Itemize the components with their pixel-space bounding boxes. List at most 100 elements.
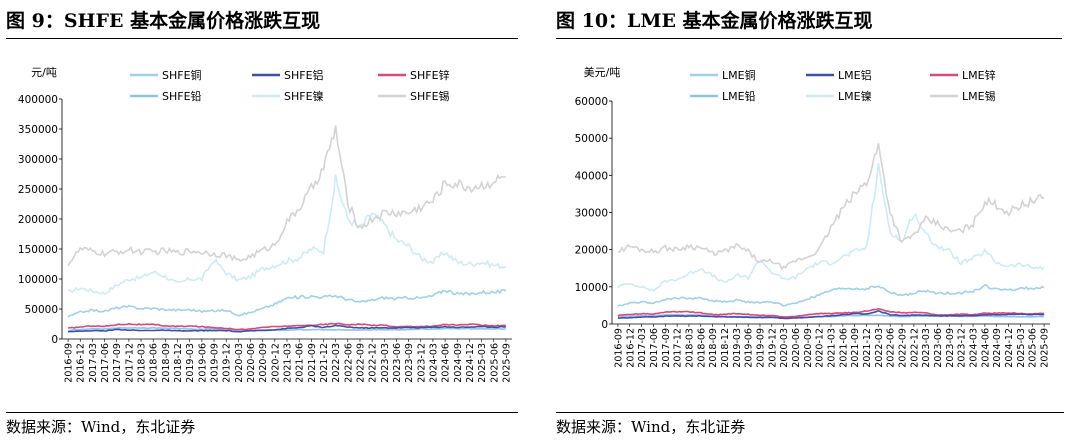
- left-y-tick-label: 300000: [18, 154, 58, 166]
- left-x-tick-label: 2017-03: [88, 343, 99, 383]
- right-y-tick-label: 50000: [575, 133, 608, 145]
- left-y-tick-label: 150000: [18, 244, 58, 256]
- right-x-tick-label: 2023-09: [945, 328, 956, 368]
- right-legend-label-nickel: LME镍: [838, 89, 872, 103]
- left-legend-label-aluminum: SHFE铝: [284, 68, 324, 82]
- left-x-tick-label: 2023-09: [404, 343, 415, 383]
- left-x-tick-label: 2024-03: [428, 343, 439, 383]
- right-y-tick-label: 10000: [575, 282, 608, 294]
- right-x-tick-label: 2019-09: [755, 328, 766, 368]
- left-series-zinc-line: [67, 322, 506, 331]
- left-y-tick-label: 100000: [18, 274, 58, 286]
- left-x-tick-label: 2017-12: [124, 343, 135, 383]
- right-unit-label: 美元/吨: [584, 66, 621, 79]
- right-legend-label-lead: LME铅: [722, 89, 756, 103]
- right-y-tick-label: 20000: [575, 245, 608, 257]
- right-x-tick-label: 2016-09: [613, 328, 624, 368]
- left-x-tick-label: 2022-09: [355, 343, 366, 383]
- right-x-tick-label: 2017-06: [649, 328, 660, 368]
- right-source-rule: [556, 412, 1064, 413]
- left-x-tick-label: 2018-03: [137, 343, 148, 383]
- right-x-tick-label: 2021-06: [838, 328, 849, 368]
- left-x-tick-label: 2023-03: [380, 343, 391, 383]
- left-x-tick-label: 2022-03: [331, 343, 342, 383]
- left-title-rule: [6, 38, 518, 39]
- left-x-tick-label: 2020-03: [234, 343, 245, 383]
- left-source-note: 数据来源：Wind，东北证券: [6, 418, 196, 436]
- left-x-tick-label: 2023-06: [392, 343, 403, 383]
- right-x-tick-label: 2020-06: [791, 328, 802, 368]
- right-x-tick-label: 2017-09: [661, 328, 672, 368]
- right-x-tick-label: 2022-03: [874, 328, 885, 368]
- right-x-tick-label: 2020-09: [803, 328, 814, 368]
- right-x-tick-label: 2019-03: [732, 328, 743, 368]
- left-legend-label-tin: SHFE锡: [410, 89, 450, 103]
- left-x-tick-label: 2022-12: [368, 343, 379, 383]
- left-x-tick-label: 2020-06: [246, 343, 257, 383]
- left-y-tick-label: 200000: [18, 214, 58, 226]
- right-x-tick-label: 2024-12: [1004, 328, 1015, 368]
- left-y-tick-label: 350000: [18, 124, 58, 136]
- left-x-tick-label: 2018-06: [149, 343, 160, 383]
- right-x-tick-label: 2025-06: [1028, 328, 1039, 368]
- left-x-tick-label: 2019-03: [185, 343, 196, 383]
- left-unit-label: 元/吨: [31, 66, 57, 79]
- left-x-tick-label: 2022-06: [343, 343, 354, 383]
- right-legend-label-tin: LME锡: [962, 89, 996, 103]
- right-x-tick-label: 2022-06: [886, 328, 897, 368]
- left-series-nickel-line: [67, 174, 507, 295]
- right-y-tick-label: 30000: [575, 208, 608, 220]
- left-x-tick-label: 2020-09: [258, 343, 269, 383]
- right-y-tick-label: 40000: [575, 170, 608, 182]
- right-legend-label-copper: LME铜: [722, 68, 756, 82]
- right-x-tick-label: 2021-03: [827, 328, 838, 368]
- right-x-tick-label: 2018-12: [720, 328, 731, 368]
- right-x-tick-label: 2018-06: [696, 328, 707, 368]
- left-x-tick-label: 2020-12: [270, 343, 281, 383]
- lme-price-chart: 美元/吨 60000 50000 40000 30000 20000 10000 0 2016-…: [575, 66, 1051, 368]
- left-x-tick-label: 2023-12: [416, 343, 427, 383]
- left-x-tick-label: 2019-06: [197, 343, 208, 383]
- left-y-tick-label: 50000: [25, 304, 58, 316]
- shfe-price-chart: 元/吨 400000 350000 300000 250000 200000 150000 1…: [18, 66, 513, 383]
- right-x-tick-label: 2021-09: [850, 328, 861, 368]
- right-title-rule: [556, 38, 1062, 39]
- left-x-tick-label: 2021-03: [283, 343, 294, 383]
- left-x-tick-label: 2025-06: [489, 343, 500, 383]
- left-x-tick-label: 2019-09: [210, 343, 221, 383]
- left-x-tick-label: 2021-12: [319, 343, 330, 383]
- left-x-tick-label: 2021-09: [307, 343, 318, 383]
- left-legend-label-zinc: SHFE锌: [410, 68, 450, 82]
- right-x-tick-label: 2019-12: [767, 328, 778, 368]
- right-x-tick-label: 2024-09: [992, 328, 1003, 368]
- right-figure-title: 图 10：LME 基本金属价格涨跌互现: [556, 10, 873, 32]
- right-series-nickel-line: [617, 163, 1045, 292]
- right-series-zinc-line: [617, 307, 1045, 318]
- left-y-tick-label: 400000: [18, 94, 58, 106]
- left-figure-panel: 图 9：SHFE 基本金属价格涨跌互现 元/吨 400000 350000 30000…: [6, 10, 518, 436]
- right-x-tick-label: 2024-06: [980, 328, 991, 368]
- left-series-tin-line: [67, 125, 506, 267]
- right-x-tick-label: 2023-06: [933, 328, 944, 368]
- right-y-tick-label: 0: [601, 319, 608, 331]
- left-figure-title: 图 9：SHFE 基本金属价格涨跌互现: [6, 10, 321, 32]
- right-x-tick-label: 2022-09: [898, 328, 909, 368]
- left-x-tick-label: 2024-12: [465, 343, 476, 383]
- left-series-aluminum-line: [67, 324, 507, 333]
- left-x-tick-label: 2018-09: [161, 343, 172, 383]
- right-x-tick-label: 2025-09: [1040, 328, 1051, 368]
- right-y-tick-label: 60000: [575, 96, 608, 108]
- right-x-tick-label: 2018-09: [708, 328, 719, 368]
- left-series-copper-line: [67, 288, 507, 318]
- right-figure-panel: 图 10：LME 基本金属价格涨跌互现 美元/吨 60000 50000 40000 3…: [540, 0, 1080, 440]
- right-x-tick-label: 2020-03: [779, 328, 790, 368]
- right-x-tick-label: 2018-03: [684, 328, 695, 368]
- left-y-tick-label: 0: [51, 334, 58, 346]
- left-x-tick-label: 2017-09: [112, 343, 123, 383]
- left-x-tick-label: 2019-12: [222, 343, 233, 383]
- right-series-tin-line: [617, 143, 1045, 271]
- left-x-tick-label: 2017-06: [100, 343, 111, 383]
- left-legend-label-nickel: SHFE镍: [284, 89, 324, 103]
- left-series-lead-line: [68, 326, 506, 332]
- right-x-tick-label: 2017-03: [637, 328, 648, 368]
